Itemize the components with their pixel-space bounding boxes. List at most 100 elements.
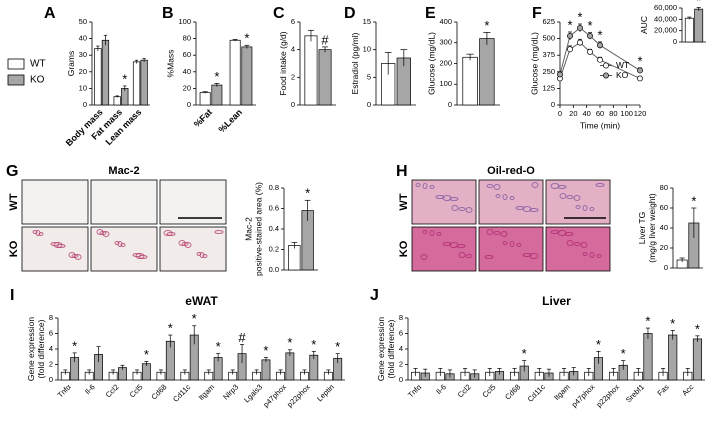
y-tick-label: 8 <box>399 313 403 322</box>
texture <box>550 230 560 234</box>
annotation: # <box>238 330 246 345</box>
panel-letter: A <box>44 5 56 22</box>
y-axis-label: (fold difference) <box>386 319 396 378</box>
x-tick-label: Cd11c <box>171 382 192 403</box>
annotation: * <box>567 17 572 32</box>
texture <box>500 231 508 237</box>
x-tick-label: 100 <box>620 109 633 118</box>
x-tick-label: Lgals3 <box>242 382 264 404</box>
texture <box>458 207 466 211</box>
y-axis-label: Gene expression <box>26 317 36 382</box>
texture <box>422 183 428 189</box>
x-tick-label: Il-6 <box>83 382 97 396</box>
row-label: WT <box>8 193 20 210</box>
texture <box>589 252 595 258</box>
error-bar <box>466 53 474 61</box>
marker <box>597 56 603 63</box>
texture <box>495 194 501 198</box>
y-tick-label: 0 <box>83 100 87 109</box>
bar <box>211 84 223 106</box>
y-tick-label: 60 <box>183 50 191 59</box>
x-tick-label: p22phox <box>285 382 312 409</box>
texture <box>515 206 525 210</box>
texture <box>451 205 459 211</box>
texture <box>566 195 574 199</box>
texture <box>596 254 602 258</box>
error-bar <box>103 34 108 46</box>
error-bar <box>462 368 468 377</box>
legend-marker <box>603 62 609 69</box>
texture <box>509 196 515 200</box>
annotation: * <box>144 347 149 362</box>
texture <box>502 194 508 200</box>
texture <box>557 185 567 189</box>
bar <box>288 245 301 271</box>
texture <box>502 241 508 245</box>
y-axis-label: Gene expression <box>376 317 386 382</box>
error-bar <box>687 16 692 20</box>
y-tick-label: 20 <box>183 83 191 92</box>
y-tick-label: 2 <box>399 359 403 368</box>
annotation: * <box>696 0 701 8</box>
error-bar <box>326 369 331 375</box>
annotation: * <box>637 53 642 68</box>
bar <box>132 61 141 106</box>
error-bar <box>307 29 315 42</box>
texture <box>595 183 605 187</box>
bar <box>643 333 653 381</box>
y-tick-label: 100 <box>178 17 191 26</box>
y-tick-label: 6 <box>49 328 53 337</box>
error-bar <box>263 357 269 363</box>
texture <box>442 242 452 246</box>
annotation: * <box>263 343 268 358</box>
x-tick-label: Ccl5 <box>128 382 145 399</box>
micrograph <box>90 226 158 272</box>
texture <box>420 254 428 260</box>
x-axis-label: Time (min) <box>580 120 620 130</box>
texture <box>582 252 588 256</box>
annotation: * <box>192 311 197 326</box>
y-tick-label: 20 <box>660 243 668 252</box>
annotation: # <box>321 32 329 47</box>
panel-letter: C <box>273 5 285 22</box>
error-bar <box>72 352 77 363</box>
x-tick-label: Ccl2 <box>104 382 121 399</box>
bar <box>462 56 478 106</box>
annotation: * <box>311 337 316 352</box>
x-tick-label: 0 <box>558 109 562 118</box>
error-bar <box>244 44 250 49</box>
y-tick-label: 0 <box>551 100 555 109</box>
y-tick-label: 40 <box>79 34 87 43</box>
error-bar <box>636 368 641 377</box>
bar <box>199 92 211 106</box>
y-tick-label: 15 <box>363 17 371 26</box>
texture <box>529 208 539 212</box>
bar <box>479 38 495 106</box>
error-bar <box>216 353 221 362</box>
error-bar <box>96 45 100 52</box>
y-tick-label: 10 <box>79 83 87 92</box>
x-tick-label: Il-6 <box>434 382 448 396</box>
x-tick-label: Itgam <box>552 382 572 402</box>
y-axis-label: Glucose (mg/dL) <box>427 32 437 95</box>
line <box>559 27 641 75</box>
annotation: * <box>484 18 489 33</box>
y-tick-label: 60 <box>660 203 668 212</box>
y-tick-label: 0 <box>399 375 403 384</box>
error-bar <box>311 350 316 360</box>
annotation: * <box>305 186 310 201</box>
error-bar <box>206 369 211 375</box>
y-tick-label: 2 <box>49 359 53 368</box>
texture <box>429 230 435 236</box>
marker <box>577 25 583 31</box>
marker <box>567 46 573 53</box>
x-tick-label: Acc <box>680 382 695 397</box>
annotation: * <box>670 316 675 331</box>
texture <box>422 230 428 234</box>
texture <box>522 253 532 257</box>
texture <box>449 197 459 201</box>
error-bar <box>472 369 477 378</box>
panel-letter: J <box>370 287 379 304</box>
y-axis-label: Food intake (g/d) <box>278 31 288 95</box>
texture <box>56 244 66 248</box>
